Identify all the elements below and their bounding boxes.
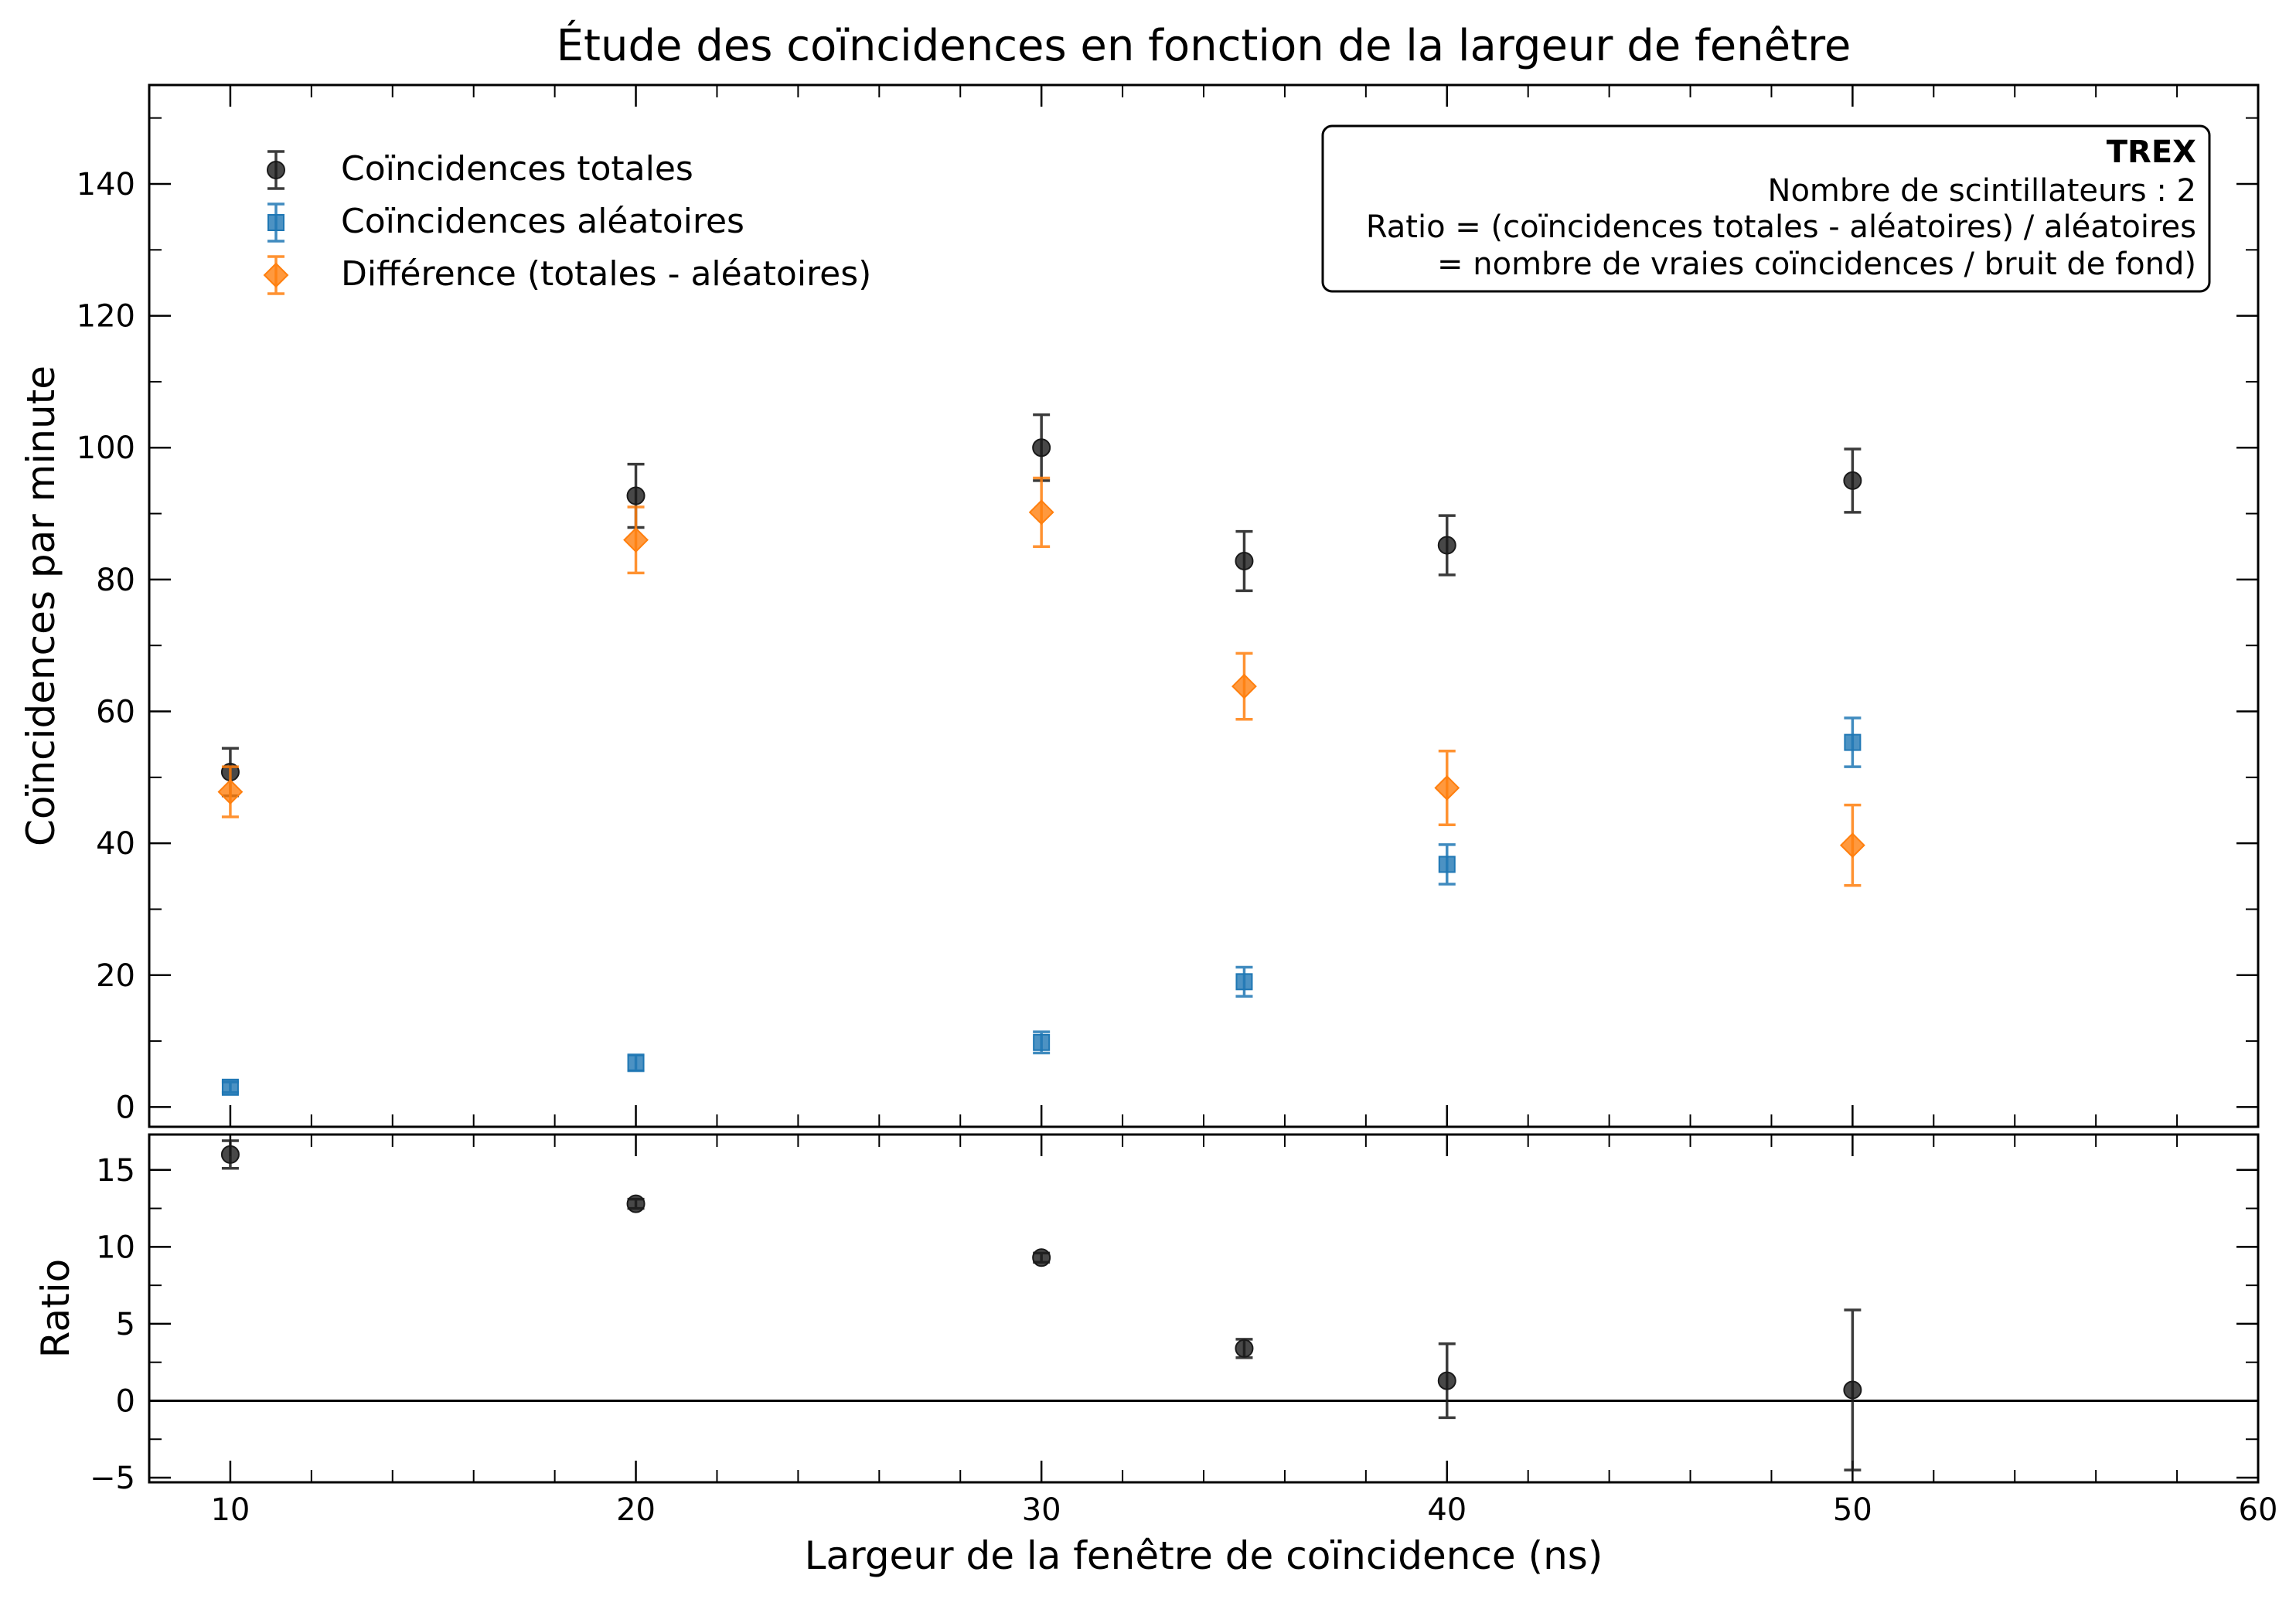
ratio-x-axis: 10 20 30 40 50 60 xyxy=(210,1135,2277,1528)
ratio-plot-frame xyxy=(148,1133,2260,1484)
chart-title: Étude des coïncidences en fonction de la… xyxy=(557,21,1851,71)
totales-point xyxy=(1032,438,1051,458)
ratio-data-marks xyxy=(220,1139,1862,1471)
aleatoires-point xyxy=(1235,973,1253,991)
main-data-marks xyxy=(217,413,1865,1096)
legend-totales-symbol xyxy=(267,161,285,179)
difference-point xyxy=(1028,499,1054,526)
main-y-axis-label: Coïncidences par minute xyxy=(19,366,63,846)
ratio-point xyxy=(1437,1371,1456,1390)
main-panel: 0 20 40 60 80 100 120 140 Coïncidences par minu… xyxy=(19,83,2260,1128)
main-y-tick-label: 100 xyxy=(77,430,135,466)
legend-label-aleatoires: Coïncidences aléatoires xyxy=(341,202,744,241)
info-box-line-2: Ratio = (coïncidences totales - aléatoir… xyxy=(1366,209,2196,245)
totales-point xyxy=(1843,471,1862,490)
difference-point xyxy=(1839,832,1865,859)
ratio-point xyxy=(1235,1339,1254,1358)
legend-item-totales: Coïncidences totales xyxy=(267,149,693,190)
x-axis-label: Largeur de la fenêtre de coïncidence (ns… xyxy=(805,1533,1603,1578)
x-tick-label: 40 xyxy=(1427,1492,1467,1528)
legend-aleatoires-symbol xyxy=(267,214,284,231)
ratio-y-axis-label: Ratio xyxy=(33,1259,78,1358)
legend-item-difference: Différence (totales - aléatoires) xyxy=(263,254,871,295)
main-y-tick-label: 140 xyxy=(77,167,135,202)
difference-point xyxy=(623,527,649,553)
main-y-axis: 0 20 40 60 80 100 120 140 xyxy=(77,117,2258,1125)
info-box: TREX Nombre de scintillateurs : 2 Ratio … xyxy=(1321,124,2211,293)
info-box-heading: TREX xyxy=(2107,134,2196,170)
legend-marker-difference xyxy=(263,255,289,295)
main-y-tick-label: 0 xyxy=(116,1090,135,1125)
x-tick-label: 20 xyxy=(616,1492,656,1528)
ratio-point xyxy=(1843,1380,1862,1400)
ratio-y-axis: −5 0 5 10 15 xyxy=(90,1153,2258,1496)
x-tick-label: 30 xyxy=(1022,1492,1061,1528)
main-x-ticks xyxy=(229,85,2260,1127)
main-y-tick-label: 40 xyxy=(96,826,135,862)
legend-marker-aleatoires xyxy=(267,202,284,243)
ratio-point xyxy=(1032,1248,1051,1267)
x-tick-label: 60 xyxy=(2239,1492,2278,1528)
difference-point xyxy=(217,779,244,805)
aleatoires-point xyxy=(627,1054,645,1072)
difference-point xyxy=(1231,673,1257,699)
aleatoires-point xyxy=(221,1078,239,1096)
main-y-tick-label: 20 xyxy=(96,958,135,994)
legend-label-difference: Différence (totales - aléatoires) xyxy=(341,254,871,294)
aleatoires-point xyxy=(1438,856,1456,873)
ratio-point xyxy=(220,1145,240,1164)
info-box-line-1: Nombre de scintillateurs : 2 xyxy=(1768,173,2196,209)
ratio-y-tick-label: −5 xyxy=(90,1461,135,1496)
legend-difference-symbol xyxy=(263,262,289,288)
main-y-tick-label: 120 xyxy=(77,299,135,335)
ratio-point xyxy=(626,1194,646,1213)
main-y-tick-label: 80 xyxy=(96,563,135,598)
x-tick-label: 50 xyxy=(1833,1492,1872,1528)
ratio-y-tick-label: 15 xyxy=(96,1153,135,1189)
info-box-line-3: = nombre de vraies coïncidences / bruit … xyxy=(1437,247,2196,282)
totales-point xyxy=(626,486,646,505)
legend-item-aleatoires: Coïncidences aléatoires xyxy=(267,202,744,243)
x-tick-label: 10 xyxy=(210,1492,250,1528)
totales-point xyxy=(1437,536,1456,555)
ratio-y-tick-label: 0 xyxy=(116,1383,135,1419)
difference-point xyxy=(1434,775,1460,801)
main-y-tick-label: 60 xyxy=(96,695,135,730)
ratio-y-tick-label: 10 xyxy=(96,1230,135,1265)
aleatoires-point xyxy=(1844,733,1862,751)
ratio-panel: −5 0 5 10 15 10 20 30 40 50 60 Ratio Largeur de l… xyxy=(33,1133,2277,1578)
legend: Coïncidences totales Coïncidences aléato… xyxy=(263,149,871,295)
aleatoires-point xyxy=(1033,1033,1051,1051)
legend-marker-totales xyxy=(267,150,285,190)
legend-label-totales: Coïncidences totales xyxy=(341,149,693,189)
info-box-frame xyxy=(1321,124,2211,293)
totales-point xyxy=(1235,551,1254,570)
ratio-y-tick-label: 5 xyxy=(116,1307,135,1342)
